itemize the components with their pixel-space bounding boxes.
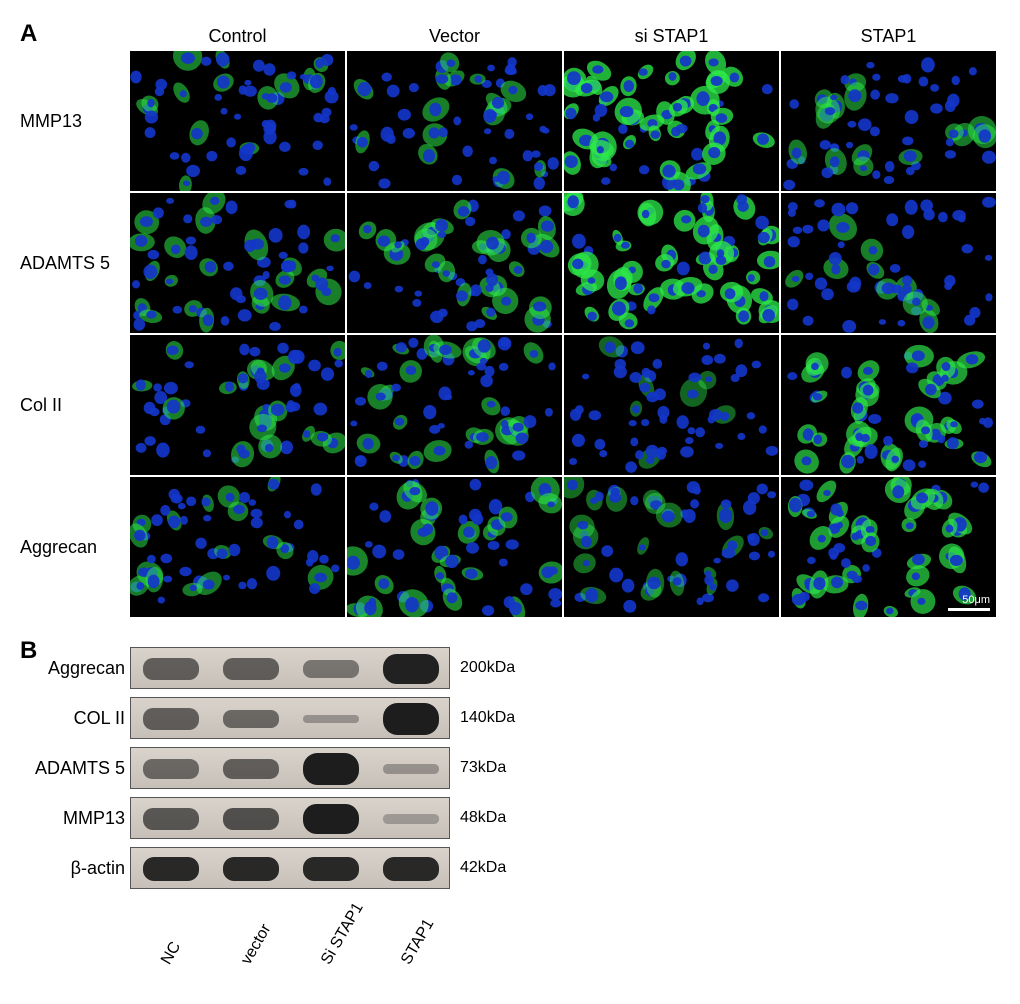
- immunofluorescence-row: MMP13: [130, 51, 1000, 191]
- lane-label: Si STAP1: [318, 900, 368, 968]
- immunofluorescence-row: Col II: [130, 335, 1000, 475]
- scale-bar: 50μm: [948, 594, 990, 611]
- molecular-weight-label: 48kDa: [460, 809, 506, 827]
- immunofluorescence-image: [130, 51, 345, 191]
- protein-label: COL II: [20, 708, 131, 729]
- immunofluorescence-row: ADAMTS 5: [130, 193, 1000, 333]
- molecular-weight-label: 42kDa: [460, 859, 506, 877]
- immunofluorescence-row: Aggrecan50μm: [130, 477, 1000, 617]
- row-label: Aggrecan: [20, 537, 125, 558]
- western-blot-row: MMP1348kDa: [130, 797, 1000, 839]
- immunofluorescence-image: [347, 477, 562, 617]
- immunofluorescence-image: [781, 193, 996, 333]
- blot-strip: [130, 697, 450, 739]
- scale-bar-line: [948, 608, 990, 611]
- immunofluorescence-image: [564, 335, 779, 475]
- immunofluorescence-image: [564, 51, 779, 191]
- immunofluorescence-grid: MMP13ADAMTS 5Col IIAggrecan50μm: [130, 51, 1000, 617]
- figure: A ControlVectorsi STAP1STAP1 MMP13ADAMTS…: [20, 20, 1000, 969]
- row-label: Col II: [20, 395, 125, 416]
- row-label: ADAMTS 5: [20, 253, 125, 274]
- immunofluorescence-image: [347, 335, 562, 475]
- immunofluorescence-image: [130, 477, 345, 617]
- scale-bar-label: 50μm: [962, 594, 990, 606]
- immunofluorescence-image: [781, 335, 996, 475]
- molecular-weight-label: 200kDa: [460, 659, 515, 677]
- immunofluorescence-image: [347, 193, 562, 333]
- lane-label: STAP1: [398, 916, 438, 968]
- immunofluorescence-image: [564, 193, 779, 333]
- immunofluorescence-image: [347, 51, 562, 191]
- blot-strip: [130, 797, 450, 839]
- immunofluorescence-image: [781, 51, 996, 191]
- western-blot-row: β-actin42kDa: [130, 847, 1000, 889]
- western-blot-row: COL II140kDa: [130, 697, 1000, 739]
- immunofluorescence-image: [130, 193, 345, 333]
- panel-a-column-headers: ControlVectorsi STAP1STAP1: [130, 26, 1000, 47]
- panel-b: Aggrecan200kDaCOL II140kDaADAMTS 573kDaM…: [20, 647, 1000, 969]
- blot-strip: [130, 647, 450, 689]
- lane-label: NC: [158, 939, 185, 968]
- column-header: si STAP1: [564, 26, 779, 47]
- column-header: STAP1: [781, 26, 996, 47]
- blot-strip: [130, 847, 450, 889]
- western-blot: Aggrecan200kDa COL II140kDa ADAMTS 573kDa M…: [130, 647, 1000, 889]
- row-label: MMP13: [20, 111, 125, 132]
- lane-label: vector: [238, 921, 275, 968]
- column-header: Vector: [347, 26, 562, 47]
- protein-label: β-actin: [20, 858, 131, 879]
- protein-label: MMP13: [20, 808, 131, 829]
- protein-label: Aggrecan: [20, 658, 131, 679]
- protein-label: ADAMTS 5: [20, 758, 131, 779]
- blot-strip: [130, 747, 450, 789]
- immunofluorescence-image: [130, 335, 345, 475]
- molecular-weight-label: 73kDa: [460, 759, 506, 777]
- immunofluorescence-image: 50μm: [781, 477, 996, 617]
- panel-a: ControlVectorsi STAP1STAP1 MMP13ADAMTS 5…: [20, 20, 1000, 617]
- lane-labels: NC vector Si STAP1 STAP1: [130, 889, 450, 969]
- immunofluorescence-image: [564, 477, 779, 617]
- western-blot-row: Aggrecan200kDa: [130, 647, 1000, 689]
- molecular-weight-label: 140kDa: [460, 709, 515, 727]
- western-blot-row: ADAMTS 573kDa: [130, 747, 1000, 789]
- column-header: Control: [130, 26, 345, 47]
